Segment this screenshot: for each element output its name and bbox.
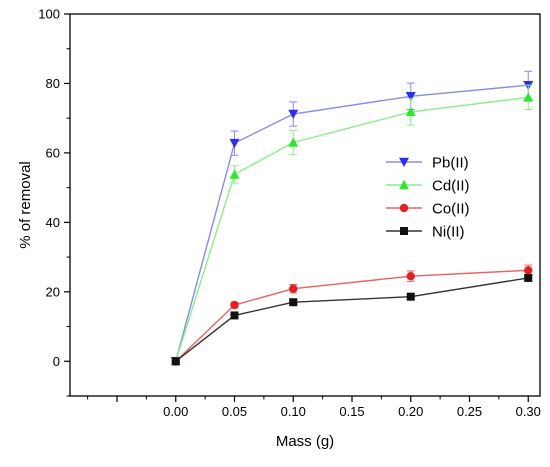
legend-item: Pb(II): [386, 155, 469, 172]
y-tick-label: 40: [46, 215, 60, 230]
x-tick-label: 0.25: [457, 404, 482, 419]
data-point: [289, 284, 298, 293]
x-tick-label: 0.30: [516, 404, 541, 419]
data-point: [523, 92, 534, 102]
legend-label: Co(II): [432, 201, 470, 218]
data-point: [288, 137, 299, 147]
axes-group: [69, 13, 541, 397]
data-point: [171, 357, 180, 366]
data-point: [406, 292, 415, 301]
series-niii: [171, 273, 533, 366]
legend-label: Pb(II): [432, 155, 469, 172]
legend: Pb(II) Cd(II) Co(II) Ni(II): [386, 155, 470, 241]
series-line: [175, 269, 529, 362]
series-cdii: [170, 84, 534, 366]
y-axis-title: % of removal: [17, 161, 34, 249]
y-tick-label: 0: [53, 354, 60, 369]
series-line: [175, 96, 529, 362]
legend-item: Co(II): [386, 201, 470, 218]
x-axis-title: Mass (g): [276, 433, 334, 450]
plot-frame: [69, 13, 541, 397]
data-point: [405, 92, 416, 102]
y-tick-label: 80: [46, 76, 60, 91]
series-coii: [171, 264, 533, 366]
x-tick-label: 0.00: [163, 404, 188, 419]
data-point: [405, 106, 416, 117]
data-point: [524, 273, 533, 282]
data-point: [524, 266, 533, 275]
series-group: [170, 70, 534, 367]
legend-marker: [399, 157, 409, 167]
data-point: [229, 169, 240, 179]
x-tick-label: 0.15: [339, 404, 364, 419]
legend-item: Ni(II): [386, 224, 465, 241]
ticks-group: 0.00 0.05 0.10 0.15 0.20 0.25 0.30 0 20 40 60 80 100: [38, 7, 541, 420]
y-tick-label: 20: [46, 284, 60, 299]
data-point: [230, 300, 239, 310]
legend-label: Cd(II): [432, 178, 470, 195]
x-tick-label: 0.10: [281, 404, 306, 419]
y-tick-label: 100: [38, 7, 60, 22]
data-point: [230, 311, 239, 320]
x-tick-label: 0.20: [398, 404, 423, 419]
series-line: [175, 277, 529, 362]
y-tick-label: 60: [46, 145, 60, 160]
legend-marker: [399, 203, 409, 213]
legend-item: Cd(II): [386, 178, 470, 195]
legend-marker: [399, 180, 409, 190]
data-point: [288, 109, 299, 120]
data-point: [406, 271, 415, 281]
legend-label: Ni(II): [432, 224, 465, 241]
data-point: [229, 138, 240, 149]
data-point: [289, 298, 298, 307]
legend-marker: [400, 227, 408, 235]
x-tick-label: 0.05: [222, 404, 247, 419]
